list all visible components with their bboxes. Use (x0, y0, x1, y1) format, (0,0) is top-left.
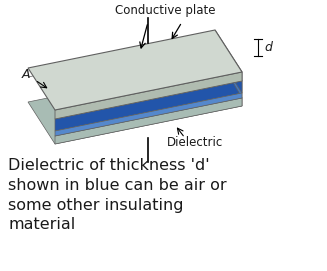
Text: Conductive plate: Conductive plate (115, 4, 215, 17)
Polygon shape (55, 72, 242, 119)
Text: A: A (22, 69, 30, 82)
Polygon shape (55, 51, 215, 136)
Polygon shape (28, 30, 242, 110)
Polygon shape (215, 39, 242, 93)
Polygon shape (215, 51, 242, 98)
Polygon shape (215, 30, 242, 81)
Polygon shape (55, 81, 242, 131)
Polygon shape (215, 51, 242, 106)
Polygon shape (55, 93, 242, 136)
Polygon shape (28, 64, 242, 144)
Text: Dielectric: Dielectric (167, 137, 223, 150)
Polygon shape (55, 98, 242, 144)
Polygon shape (28, 39, 215, 77)
Text: Dielectric of thickness 'd'
shown in blue can be air or
some other insulating
ma: Dielectric of thickness 'd' shown in blu… (8, 158, 227, 233)
Text: d: d (264, 41, 272, 54)
